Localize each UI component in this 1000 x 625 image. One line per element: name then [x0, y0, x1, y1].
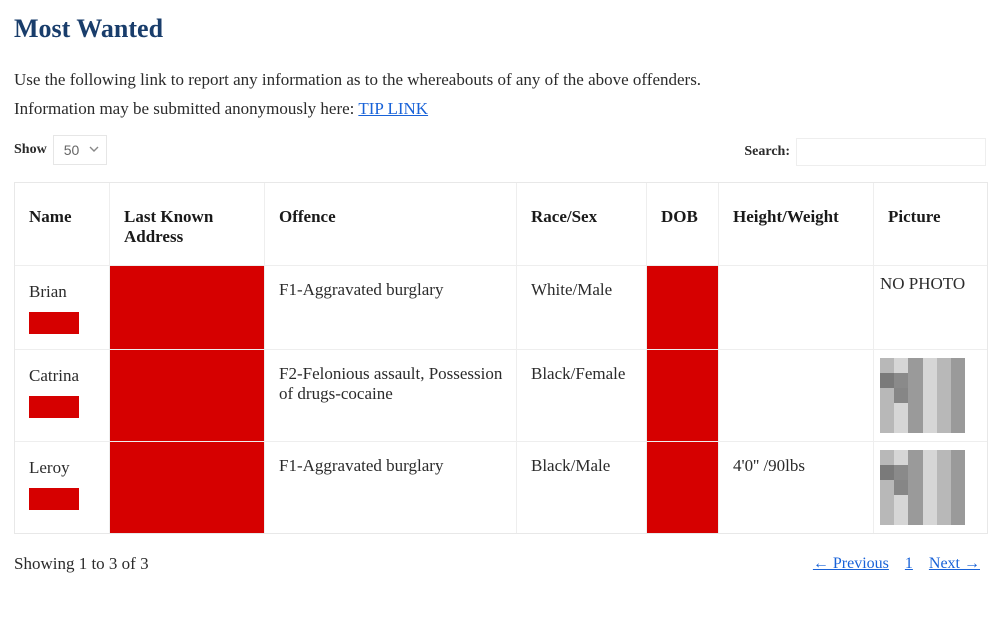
col-offence[interactable]: Offence — [265, 183, 517, 266]
showing-text: Showing 1 to 3 of 3 — [14, 554, 149, 574]
cell-address-redacted — [110, 442, 265, 533]
cell-offence: F1-Aggravated burglary — [265, 266, 517, 350]
cell-picture — [874, 442, 987, 533]
intro-line-2: Information may be submitted anonymously… — [14, 95, 986, 124]
intro-line-1: Use the following link to report any inf… — [14, 66, 986, 95]
cell-picture — [874, 350, 987, 442]
search-label: Search: — [744, 144, 790, 160]
first-name: Brian — [29, 282, 67, 301]
table-row: Catrina F2-Felonious assault, Possession… — [15, 350, 987, 442]
table-row: Brian F1-Aggravated burglary White/Male … — [15, 266, 987, 350]
page-link[interactable]: 1 — [905, 555, 913, 573]
photo-blurred — [880, 358, 965, 433]
cell-offence: F1-Aggravated burglary — [265, 442, 517, 533]
page-title: Most Wanted — [14, 14, 986, 44]
cell-address-redacted — [110, 266, 265, 350]
cell-offence: F2-Felonious assault, Possession of drug… — [265, 350, 517, 442]
col-address[interactable]: Last Known Address — [110, 183, 265, 266]
col-picture[interactable]: Picture — [874, 183, 987, 266]
prev-link[interactable]: ← Previous — [813, 555, 889, 573]
show-select[interactable]: 50 — [53, 135, 107, 165]
intro-prefix: Information may be submitted anonymously… — [14, 99, 358, 118]
cell-race: Black/Male — [517, 442, 647, 533]
cell-name: Catrina — [15, 350, 110, 442]
cell-address-redacted — [110, 350, 265, 442]
col-hw[interactable]: Height/Weight — [719, 183, 874, 266]
cell-race: Black/Female — [517, 350, 647, 442]
col-race[interactable]: Race/Sex — [517, 183, 647, 266]
pager: ← Previous 1 Next → — [813, 555, 986, 573]
show-label: Show — [14, 142, 47, 158]
first-name: Leroy — [29, 458, 70, 477]
cell-hw: 4'0'' /90lbs — [719, 442, 874, 533]
cell-hw — [719, 350, 874, 442]
cell-name: Leroy — [15, 442, 110, 533]
cell-hw — [719, 266, 874, 350]
cell-name: Brian — [15, 266, 110, 350]
redacted-surname — [29, 488, 79, 510]
col-name[interactable]: Name — [15, 183, 110, 266]
redacted-surname — [29, 396, 79, 418]
wanted-table: Name Last Known Address Offence Race/Sex… — [14, 182, 988, 534]
table-header-row: Name Last Known Address Offence Race/Sex… — [15, 183, 987, 266]
table-row: Leroy F1-Aggravated burglary Black/Male … — [15, 442, 987, 533]
tip-link[interactable]: TIP LINK — [358, 99, 428, 118]
cell-picture: NO PHOTO — [874, 266, 987, 350]
no-photo-text: NO PHOTO — [880, 274, 965, 293]
cell-dob-redacted — [647, 442, 719, 533]
photo-blurred — [880, 450, 965, 525]
col-dob[interactable]: DOB — [647, 183, 719, 266]
cell-dob-redacted — [647, 350, 719, 442]
search-input[interactable] — [796, 138, 986, 166]
next-link[interactable]: Next → — [929, 555, 980, 573]
cell-race: White/Male — [517, 266, 647, 350]
first-name: Catrina — [29, 366, 79, 385]
cell-dob-redacted — [647, 266, 719, 350]
redacted-surname — [29, 312, 79, 334]
